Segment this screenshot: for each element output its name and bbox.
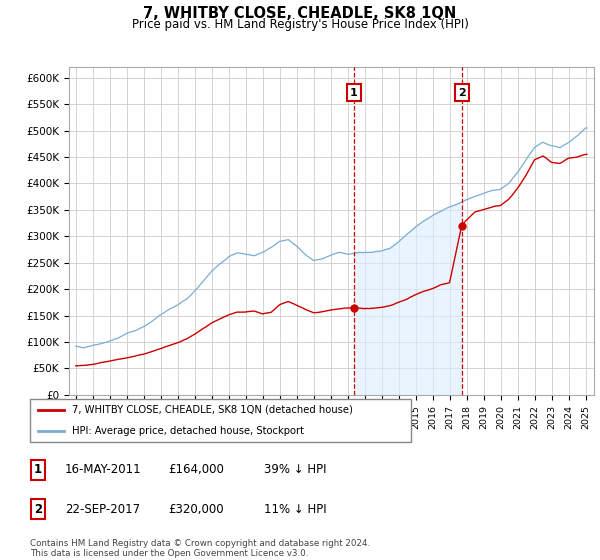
Text: 22-SEP-2017: 22-SEP-2017 <box>65 502 140 516</box>
FancyBboxPatch shape <box>31 499 45 519</box>
Text: 1: 1 <box>34 463 42 477</box>
Text: 7, WHITBY CLOSE, CHEADLE, SK8 1QN (detached house): 7, WHITBY CLOSE, CHEADLE, SK8 1QN (detac… <box>72 405 353 414</box>
FancyBboxPatch shape <box>30 399 411 442</box>
Text: 16-MAY-2011: 16-MAY-2011 <box>65 463 142 477</box>
FancyBboxPatch shape <box>31 460 45 480</box>
Text: £320,000: £320,000 <box>168 502 224 516</box>
Text: £164,000: £164,000 <box>168 463 224 477</box>
Text: 1: 1 <box>350 87 358 97</box>
Text: 7, WHITBY CLOSE, CHEADLE, SK8 1QN: 7, WHITBY CLOSE, CHEADLE, SK8 1QN <box>143 6 457 21</box>
Text: Contains HM Land Registry data © Crown copyright and database right 2024.
This d: Contains HM Land Registry data © Crown c… <box>30 539 370 558</box>
Text: Price paid vs. HM Land Registry's House Price Index (HPI): Price paid vs. HM Land Registry's House … <box>131 18 469 31</box>
Text: 2: 2 <box>34 502 42 516</box>
Text: 11% ↓ HPI: 11% ↓ HPI <box>264 502 326 516</box>
Text: 2: 2 <box>458 87 466 97</box>
Text: HPI: Average price, detached house, Stockport: HPI: Average price, detached house, Stoc… <box>72 427 304 436</box>
Text: 39% ↓ HPI: 39% ↓ HPI <box>264 463 326 477</box>
